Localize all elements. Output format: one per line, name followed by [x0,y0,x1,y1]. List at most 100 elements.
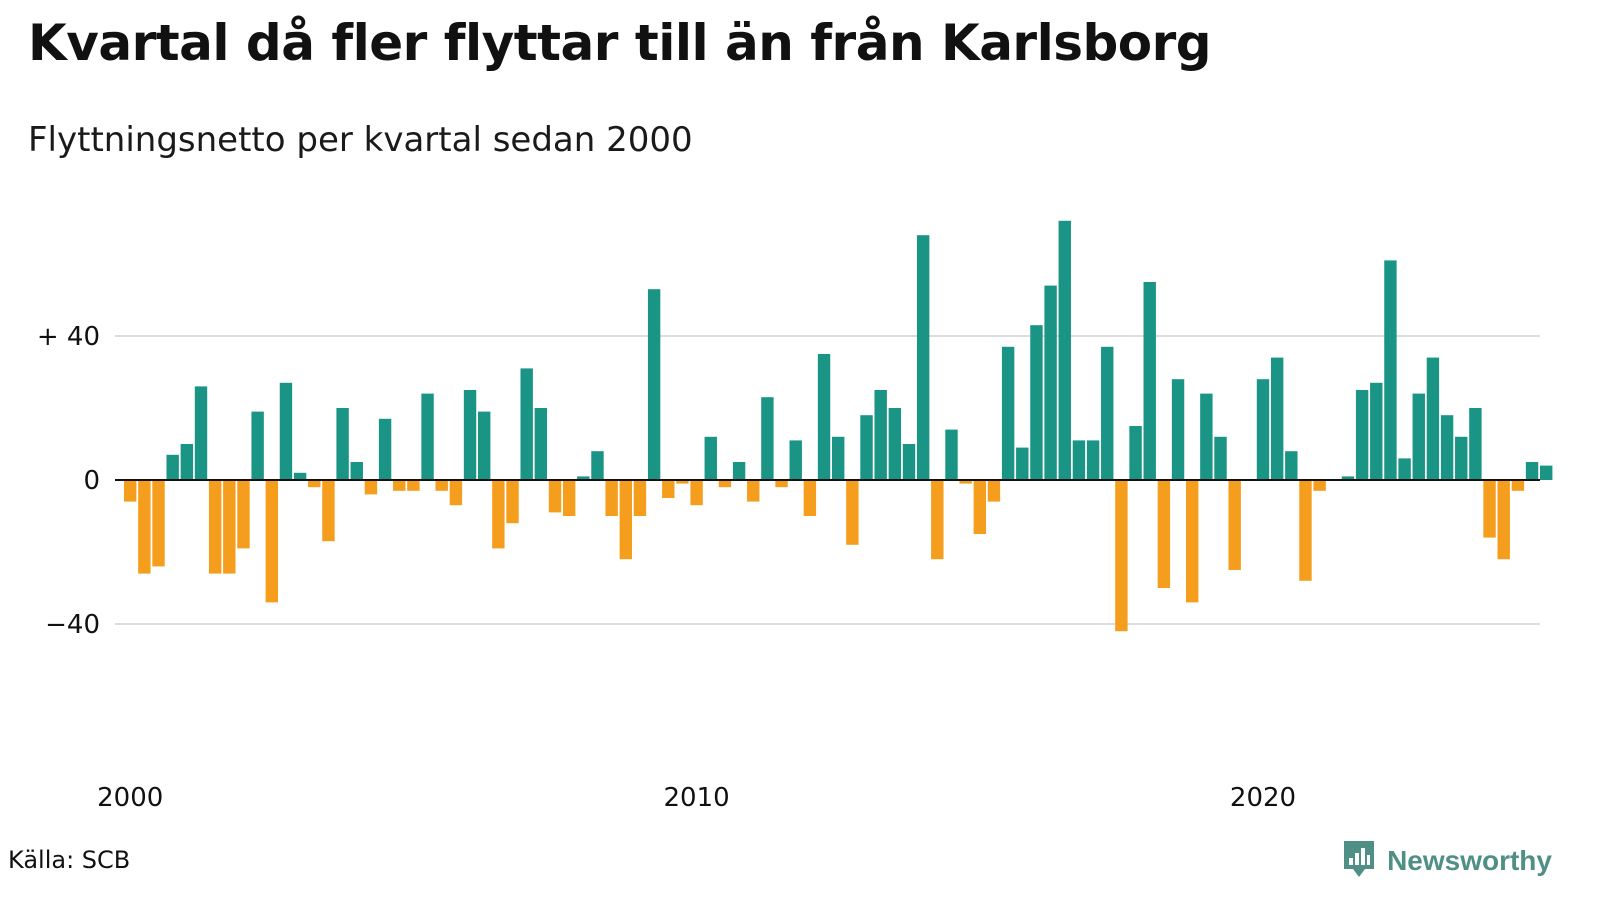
bar-2007Q3 [548,480,562,513]
bar-2015Q4 [1016,447,1029,480]
bar-2017Q3 [1115,480,1128,632]
bar-2011Q4 [789,440,802,480]
x-tick-label: 2010 [664,783,730,813]
bar-2005Q1 [407,480,420,491]
bar-2004Q2 [364,480,378,495]
bar-2001Q2 [194,386,208,480]
bar-2007Q2 [534,408,548,480]
bar-2016Q3 [1058,220,1071,481]
bar-2018Q4 [1186,480,1199,603]
bar-2006Q4 [506,480,519,524]
bar-2002Q2 [251,411,264,480]
bar-2020Q4 [1299,480,1312,581]
source-note: Källa: SCB [8,846,131,874]
bar-2004Q1 [350,462,363,480]
bar-2016Q1 [1030,325,1043,480]
bar-2012Q4 [846,480,859,545]
bar-2010Q2 [704,436,717,480]
bar-undefined [1540,465,1553,480]
bar-2024Q1 [1483,480,1496,538]
bar-2021Q3 [1341,476,1355,480]
bar-2005Q3 [435,480,448,491]
bar-2011Q3 [775,480,788,488]
bar-2023Q2 [1440,415,1454,480]
bar-2012Q1 [803,480,817,516]
bar-2004Q3 [378,418,392,480]
bar-2010Q3 [718,480,732,488]
bar-2009Q4 [676,480,689,484]
bar-2013Q3 [888,408,902,480]
bar-2013Q2 [874,390,887,480]
bar-2015Q2 [987,480,1001,502]
chart-subtitle: Flyttningsnetto per kvartal sedan 2000 [28,120,693,160]
bar-2009Q2 [647,289,661,480]
bar-2024Q2 [1497,480,1510,560]
bar-2000Q1 [124,480,137,502]
bar-2008Q4 [619,480,632,560]
bar-2022Q2 [1384,260,1397,480]
bar-2020Q2 [1270,357,1284,480]
bar-2001Q4 [223,480,236,574]
bar-2010Q1 [690,480,703,506]
newsworthy-logo-icon [1341,838,1377,884]
bar-2018Q2 [1157,480,1171,588]
brand-name: Newsworthy [1387,845,1552,876]
bar-2005Q4 [449,480,463,506]
bar-2003Q4 [336,408,349,480]
y-tick-label: −40 [45,610,100,640]
bar-2017Q2 [1101,346,1114,480]
bar-2008Q1 [577,476,590,480]
bar-2015Q1 [973,480,986,534]
bars [124,220,1553,632]
bar-2009Q3 [662,480,675,498]
bar-2024Q3 [1511,480,1525,491]
bar-2004Q4 [393,480,406,491]
bar-2023Q1 [1426,357,1440,480]
bar-2019Q3 [1228,480,1241,570]
bar-2018Q1 [1143,282,1156,480]
bar-2012Q2 [817,354,831,480]
bar-2006Q3 [492,480,505,549]
bar-2006Q2 [478,411,491,480]
bar-2002Q3 [265,480,278,603]
bar-2012Q3 [832,436,845,480]
bar-2022Q1 [1370,382,1383,480]
bar-2013Q4 [902,444,916,480]
bar-2021Q1 [1313,480,1326,491]
bar-2008Q2 [591,451,604,480]
bar-2018Q3 [1171,379,1185,480]
bar-2023Q4 [1469,408,1482,480]
axes: + 40 0 −40 2000 2010 2020 [37,322,1540,813]
bar-2003Q2 [308,480,321,488]
x-tick-label: 2020 [1230,783,1296,813]
bar-2016Q2 [1044,285,1057,480]
bar-2006Q1 [463,390,477,480]
bar-2017Q1 [1086,440,1100,480]
bar-2019Q1 [1200,393,1213,480]
bar-2014Q4 [959,480,972,484]
bar-2007Q4 [562,480,576,516]
bar-2003Q3 [322,480,335,542]
bar-2001Q1 [180,444,194,480]
bar-2000Q4 [166,454,179,480]
bar-2009Q1 [633,480,647,516]
chart-title: Kvartal då fler flyttar till än från Kar… [28,14,1212,72]
bar-2003Q1 [293,472,307,480]
bar-2008Q3 [605,480,618,516]
bar-2017Q4 [1129,426,1142,480]
bar-2022Q4 [1412,393,1425,480]
bar-2011Q1 [747,480,760,502]
bar-2000Q3 [152,480,165,567]
brand-logo[interactable]: Newsworthy [1341,838,1552,884]
bar-2020Q1 [1256,379,1270,480]
bar-2022Q3 [1398,458,1411,480]
x-tick-label: 2000 [97,783,163,813]
bar-2007Q1 [520,368,533,480]
bar-2002Q4 [279,382,293,480]
grid-lines [115,335,1540,625]
bar-2002Q1 [237,480,250,549]
bar-2010Q4 [732,462,746,480]
bar-2021Q4 [1355,390,1369,480]
bar-2014Q3 [945,429,958,480]
